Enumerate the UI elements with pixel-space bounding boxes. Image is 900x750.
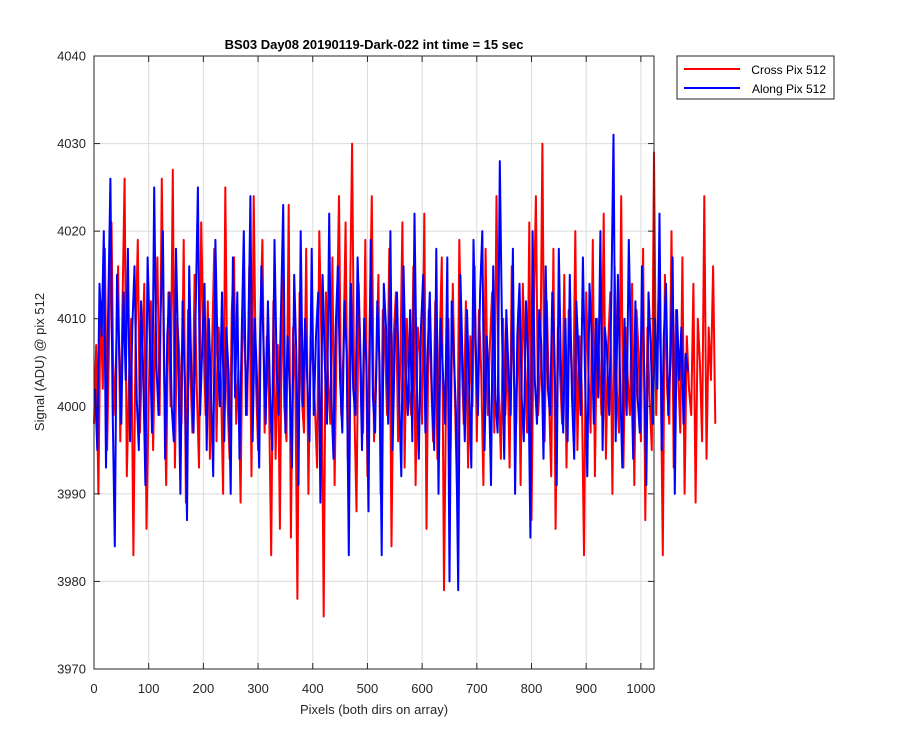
x-tick-label: 600 (411, 681, 433, 696)
y-tick-label: 4040 (57, 49, 86, 64)
legend-label-along: Along Pix 512 (752, 82, 826, 96)
tick-labels: 0 100 200 300 400 500 600 700 800 900 1000 3970 3980… (57, 49, 655, 697)
y-tick-label: 4000 (57, 399, 86, 414)
series-layer (93, 133, 717, 618)
x-tick-label: 0 (90, 681, 97, 696)
y-tick-label: 3970 (57, 662, 86, 677)
x-axis-label: Pixels (both dirs on array) (300, 702, 448, 717)
legend-label-cross: Cross Pix 512 (751, 63, 826, 77)
x-tick-label: 1000 (626, 681, 655, 696)
legend: Cross Pix 512 Along Pix 512 (676, 55, 835, 100)
x-tick-label: 700 (466, 681, 488, 696)
x-tick-label: 200 (193, 681, 215, 696)
x-tick-label: 800 (521, 681, 543, 696)
x-tick-label: 900 (575, 681, 597, 696)
chart-title: BS03 Day08 20190119-Dark-022 int time = … (225, 37, 524, 52)
x-tick-label: 300 (247, 681, 269, 696)
x-tick-label: 400 (302, 681, 324, 696)
series-cross-pix-512 (93, 142, 717, 618)
plot-axes: 0 100 200 300 400 500 600 700 800 900 1000 3970 3980… (57, 49, 717, 697)
x-tick-label: 100 (138, 681, 160, 696)
y-tick-label: 4020 (57, 224, 86, 239)
y-tick-label: 3980 (57, 574, 86, 589)
legend-box (676, 55, 835, 100)
series-along-pix-512 (94, 133, 689, 592)
plot-frame (93, 55, 655, 670)
y-tick-label: 3990 (57, 486, 86, 501)
y-tick-label: 4010 (57, 311, 86, 326)
y-axis-label: Signal (ADU) @ pix 512 (32, 293, 47, 431)
tick-marks (93, 55, 654, 670)
y-tick-label: 4030 (57, 136, 86, 151)
x-tick-label: 500 (357, 681, 379, 696)
